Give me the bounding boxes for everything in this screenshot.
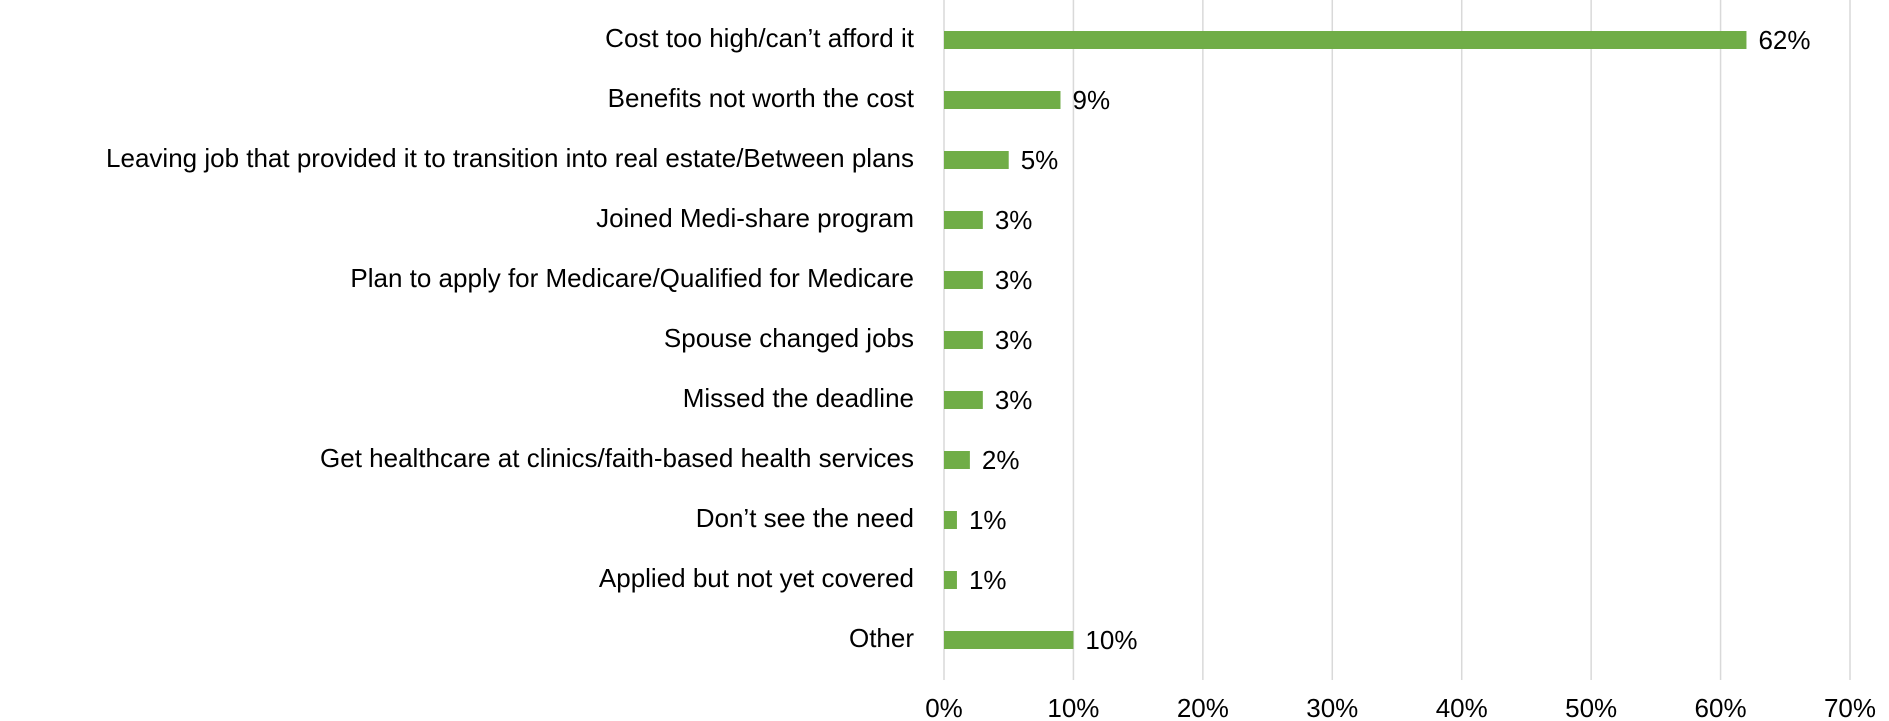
bar xyxy=(944,211,983,229)
x-tick-label: 30% xyxy=(1306,693,1358,721)
y-tick-label: Leaving job that provided it to transiti… xyxy=(106,143,914,173)
y-tick-label: Don’t see the need xyxy=(696,503,914,533)
value-label: 1% xyxy=(969,505,1007,535)
value-label: 10% xyxy=(1085,625,1137,655)
y-tick-label: Cost too high/can’t afford it xyxy=(605,23,915,53)
y-tick-label: Spouse changed jobs xyxy=(664,323,914,353)
value-label: 3% xyxy=(995,385,1033,415)
y-tick-label: Joined Medi-share program xyxy=(596,203,914,233)
bar xyxy=(944,631,1074,649)
y-tick-label: Plan to apply for Medicare/Qualified for… xyxy=(350,263,914,293)
value-label: 3% xyxy=(995,205,1033,235)
bar xyxy=(944,331,983,349)
bar xyxy=(944,511,957,529)
bar xyxy=(944,451,970,469)
y-tick-label: Benefits not worth the cost xyxy=(608,83,915,113)
bar xyxy=(944,391,983,409)
bar xyxy=(944,91,1061,109)
value-label: 1% xyxy=(969,565,1007,595)
bar xyxy=(944,31,1747,49)
x-tick-label: 50% xyxy=(1565,693,1617,721)
value-label: 3% xyxy=(995,325,1033,355)
bar xyxy=(944,271,983,289)
value-label: 2% xyxy=(982,445,1020,475)
x-tick-label: 40% xyxy=(1436,693,1488,721)
y-tick-label: Applied but not yet covered xyxy=(599,563,914,593)
y-tick-label: Missed the deadline xyxy=(683,383,914,413)
x-tick-label: 0% xyxy=(925,693,963,721)
x-tick-label: 70% xyxy=(1824,693,1876,721)
bar xyxy=(944,151,1009,169)
value-label: 5% xyxy=(1021,145,1059,175)
y-tick-label: Other xyxy=(849,623,914,653)
bar xyxy=(944,571,957,589)
value-label: 9% xyxy=(1072,85,1110,115)
x-tick-label: 10% xyxy=(1047,693,1099,721)
y-tick-label: Get healthcare at clinics/faith-based he… xyxy=(320,443,914,473)
x-tick-label: 20% xyxy=(1177,693,1229,721)
value-label: 62% xyxy=(1758,25,1810,55)
x-tick-label: 60% xyxy=(1695,693,1747,721)
value-label: 3% xyxy=(995,265,1033,295)
